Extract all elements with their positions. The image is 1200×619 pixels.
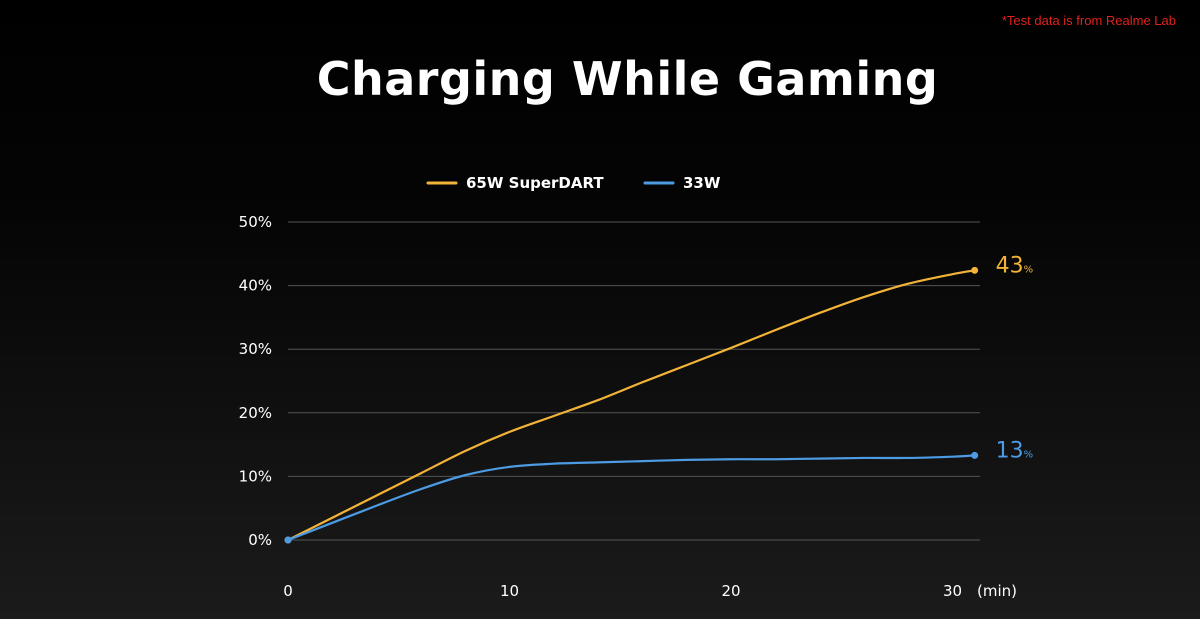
y-tick-label: 20% — [239, 404, 272, 422]
y-tick-label: 50% — [239, 213, 272, 231]
legend-label: 65W SuperDART — [466, 174, 604, 192]
test-data-note: *Test data is from Realme Lab — [1001, 13, 1176, 28]
series-end-label: 13% — [996, 438, 1034, 463]
y-tick-label: 40% — [239, 277, 272, 295]
x-tick-label: 30 — [943, 582, 962, 600]
x-tick-label: 0 — [283, 582, 293, 600]
y-tick-label: 30% — [239, 340, 272, 358]
series-lines: 43% 13% — [284, 253, 1034, 544]
series-start-point — [284, 536, 292, 544]
chart-title: Charging While Gaming — [316, 52, 939, 106]
series-line-33w — [286, 454, 976, 542]
series-end-label: 43% — [996, 253, 1034, 278]
x-axis-ticks: 0 10 20 30 (min) — [283, 582, 1017, 600]
y-tick-label: 10% — [239, 467, 272, 485]
x-tick-label: 20 — [721, 582, 740, 600]
x-tick-label: 10 — [500, 582, 519, 600]
y-tick-label: 0% — [248, 531, 272, 549]
y-axis-ticks: 0% 10% 20% 30% 40% 50% — [239, 213, 272, 549]
series-end-point — [971, 451, 979, 459]
grid-lines — [288, 221, 980, 541]
series-end-point — [971, 266, 979, 274]
legend-label: 33W — [683, 174, 721, 192]
legend: 65W SuperDART 33W — [426, 174, 721, 192]
x-axis-unit: (min) — [977, 582, 1017, 600]
series-line-65w — [286, 269, 976, 542]
